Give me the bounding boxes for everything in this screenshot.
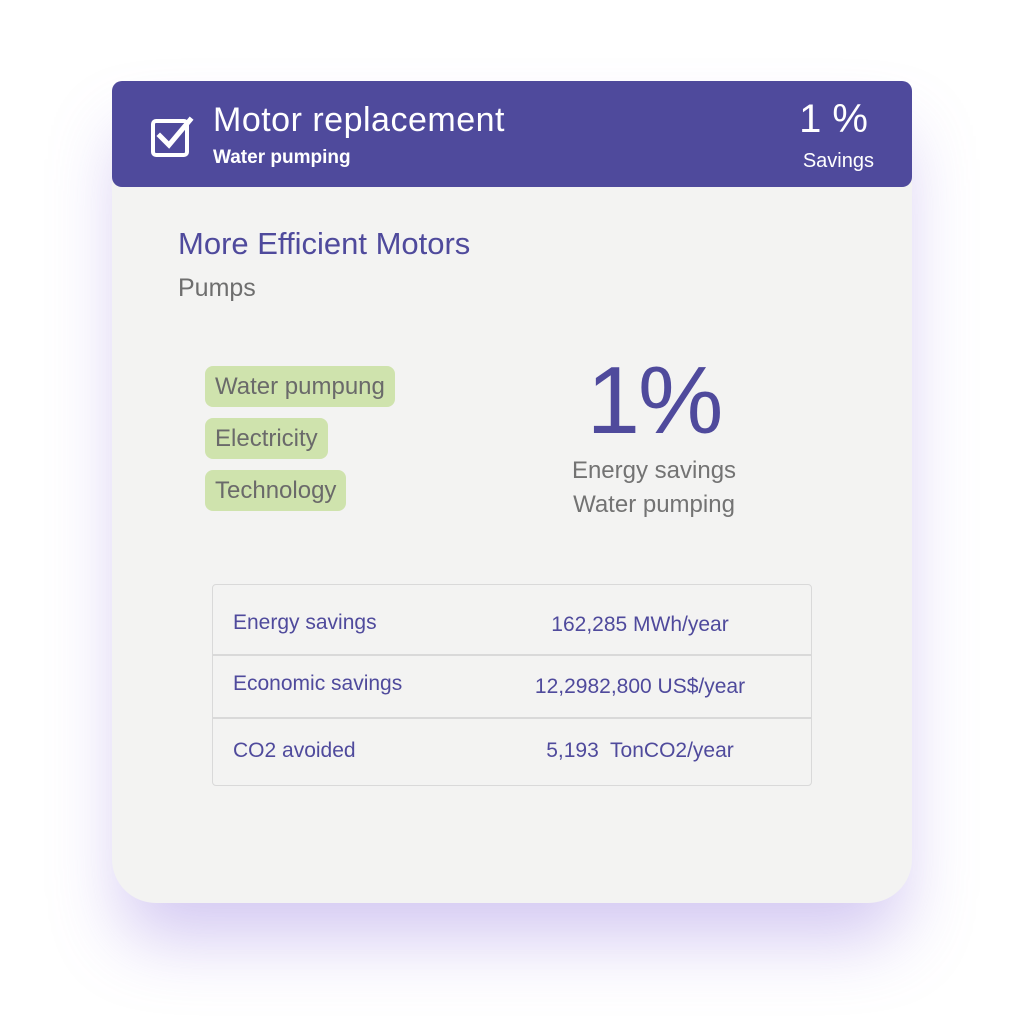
header-savings-percent: 1 % <box>799 97 868 141</box>
tag-water-pumping: Water pumpung <box>205 366 395 407</box>
table-row: CO2 avoided 5,193 TonCO2/year <box>213 717 811 785</box>
card-header: Motor replacement Water pumping 1 % Savi… <box>112 81 912 187</box>
measure-title: More Efficient Motors <box>178 226 471 261</box>
measure-card: Motor replacement Water pumping 1 % Savi… <box>112 81 912 903</box>
table-row: Energy savings 162,285 MWh/year <box>213 585 811 655</box>
tag-electricity: Electricity <box>205 418 328 459</box>
checkbox-checked-icon[interactable] <box>150 114 194 158</box>
energy-savings-label: Energy savings <box>571 457 737 484</box>
metric-value-energy: 162,285 MWh/year <box>551 613 729 636</box>
metrics-table: Energy savings 162,285 MWh/year Economic… <box>212 584 812 786</box>
energy-savings-percent: 1% <box>586 347 724 454</box>
header-title: Motor replacement <box>213 101 505 139</box>
table-row: Economic savings 12,2982,800 US$/year <box>213 654 811 718</box>
header-savings-label: Savings <box>802 150 874 172</box>
metric-value-economic: 12,2982,800 US$/year <box>534 675 746 698</box>
tag-technology: Technology <box>205 470 347 511</box>
metric-label-energy: Energy savings <box>233 611 377 634</box>
metric-label-economic: Economic savings <box>233 672 403 695</box>
energy-savings-sector: Water pumping <box>573 491 735 518</box>
metric-label-co2: CO2 avoided <box>233 739 356 762</box>
measure-subtitle: Pumps <box>178 274 256 302</box>
header-subtitle: Water pumping <box>213 147 351 168</box>
metric-value-co2: 5,193 TonCO2/year <box>546 739 734 762</box>
